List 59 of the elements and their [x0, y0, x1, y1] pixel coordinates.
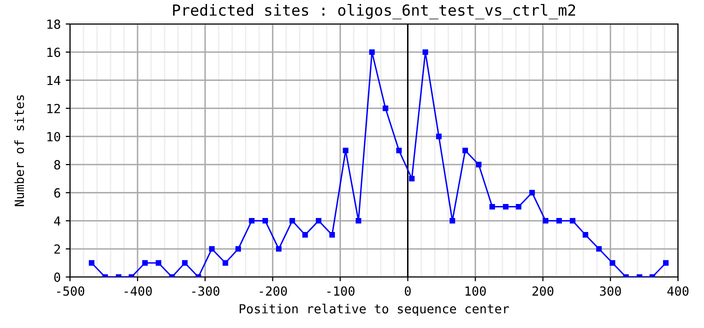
point — [276, 246, 282, 252]
y-tick-label: 18 — [47, 20, 60, 29]
point — [262, 218, 268, 224]
y-tick-label: 2 — [54, 244, 60, 254]
point — [182, 260, 188, 266]
y-tick-label: 12 — [47, 104, 60, 114]
point — [209, 246, 215, 252]
point — [356, 218, 362, 224]
point — [462, 148, 468, 154]
x-tick-label: 0 — [404, 286, 411, 296]
point — [663, 260, 669, 266]
point — [610, 260, 616, 266]
point — [582, 232, 588, 238]
x-tick-label: -100 — [327, 286, 354, 296]
point — [570, 218, 576, 224]
point — [88, 260, 94, 266]
y-tick-label: 0 — [54, 272, 60, 282]
point — [489, 204, 495, 210]
y-tick-label: 16 — [47, 48, 60, 58]
point — [516, 204, 522, 210]
point — [596, 246, 602, 252]
point — [302, 232, 308, 238]
point — [222, 260, 228, 266]
y-tick-label: 10 — [47, 132, 60, 142]
y-tick-label: 14 — [47, 76, 60, 86]
y-axis-title: Number of sites — [14, 95, 24, 206]
point — [369, 49, 375, 55]
y-tick-label: 4 — [54, 216, 60, 226]
point — [235, 246, 241, 252]
point — [436, 134, 442, 140]
point — [502, 204, 509, 210]
point — [248, 218, 255, 224]
x-tick-label: -300 — [192, 286, 220, 296]
y-tick-label: 6 — [54, 188, 60, 198]
point — [542, 218, 548, 224]
point — [289, 218, 296, 224]
point — [342, 148, 348, 154]
point — [476, 162, 482, 168]
point — [316, 218, 322, 224]
point — [409, 176, 415, 182]
x-tick-label: -500 — [57, 286, 84, 296]
point — [396, 148, 402, 154]
point — [142, 260, 148, 266]
x-tick-label: 200 — [532, 286, 554, 296]
x-tick-label: 400 — [667, 286, 688, 296]
x-tick-label: -200 — [260, 286, 287, 296]
point — [556, 218, 562, 224]
x-tick-label: 100 — [466, 286, 486, 296]
point — [529, 190, 535, 196]
point — [450, 218, 456, 224]
point — [156, 260, 162, 266]
chart-title: Predicted sites : oligos_6nt_test_vs_ctrl_m2 — [173, 4, 576, 20]
point — [329, 232, 335, 238]
x-axis-title: Position relative to sequence center — [240, 304, 509, 316]
point — [382, 106, 388, 112]
point — [422, 49, 428, 55]
x-tick-label: 300 — [600, 286, 621, 296]
x-tick-label: -400 — [124, 286, 152, 296]
y-tick-label: 8 — [54, 160, 60, 170]
